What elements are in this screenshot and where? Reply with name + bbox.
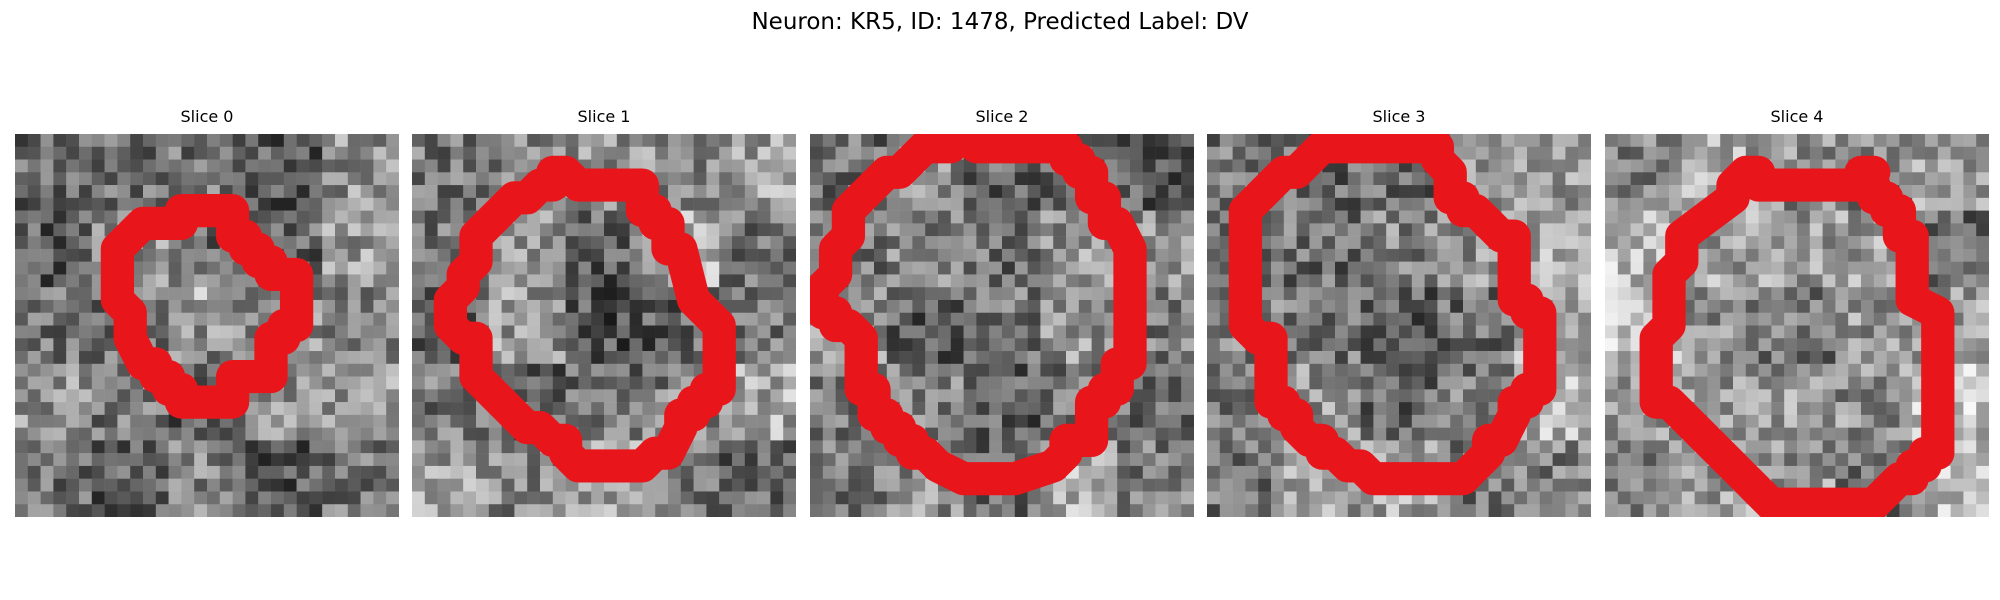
slice-image-0	[15, 134, 399, 517]
neuron-contour-4	[1639, 155, 1955, 517]
slice-image-2	[810, 134, 1194, 517]
slice-title-3: Slice 3	[1372, 107, 1426, 126]
slice-title-2: Slice 2	[975, 107, 1029, 126]
slice-image-4	[1605, 134, 1989, 517]
slice-title-1: Slice 1	[577, 107, 631, 126]
slice-image-3	[1207, 134, 1591, 517]
slice-panel-1: Slice 1	[412, 100, 796, 517]
neuron-contour-3	[1228, 134, 1557, 496]
slice-panel-4: Slice 4	[1605, 100, 1989, 517]
slice-title-4: Slice 4	[1770, 107, 1824, 126]
neuron-contour-2	[810, 134, 1147, 496]
slice-panel-2: Slice 2	[810, 100, 1194, 517]
slice-panel-3: Slice 3	[1207, 100, 1591, 517]
figure-title: Neuron: KR5, ID: 1478, Predicted Label: …	[751, 9, 1249, 35]
neuron-contour-0	[100, 194, 314, 419]
slice-image-1	[412, 134, 796, 517]
neuron-contour-1	[433, 155, 736, 483]
slice-title-0: Slice 0	[180, 107, 234, 126]
slice-panel-0: Slice 0	[15, 100, 399, 517]
